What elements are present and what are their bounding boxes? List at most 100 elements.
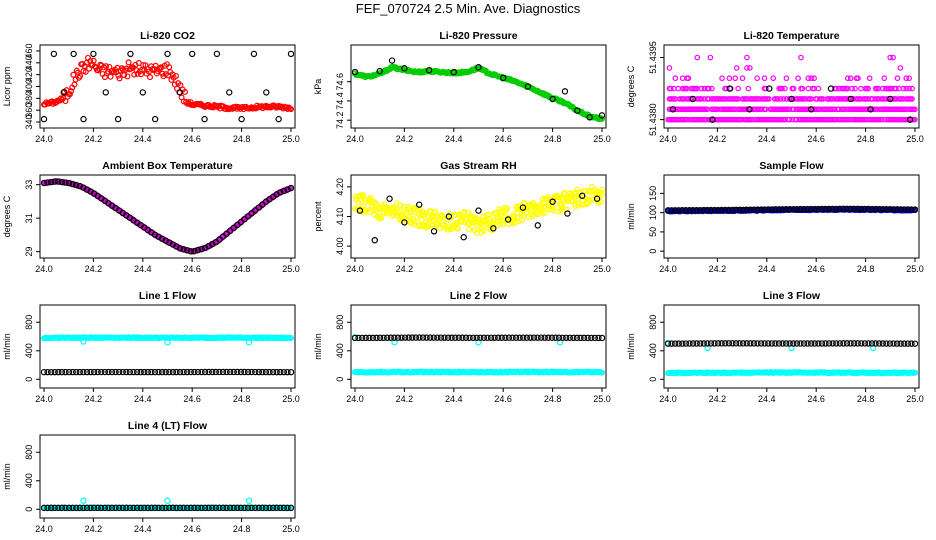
- reference-point: [155, 368, 162, 376]
- reference-point: [850, 340, 858, 347]
- reference-point: [775, 206, 783, 213]
- data-point: [799, 85, 806, 92]
- panel-7: Line 1 Flow ml/min 24.0 24.2 24.4 24.6 24.8 25.…: [2, 290, 300, 404]
- reference-point: [775, 340, 783, 347]
- panel-title: Li-820 CO2: [140, 30, 195, 42]
- reference-point: [60, 89, 67, 96]
- reference-point: [868, 340, 876, 347]
- reference-point: [80, 115, 87, 123]
- reference-point: [69, 504, 76, 512]
- reference-point: [504, 216, 512, 223]
- reference-point: [469, 334, 477, 341]
- reference-point: [284, 186, 291, 193]
- reference-point: [187, 504, 194, 512]
- reference-point: [686, 340, 693, 347]
- reference-point: [577, 334, 584, 342]
- reference-point: [509, 334, 516, 341]
- data-point: [849, 85, 855, 92]
- y-tick-label: 74.6: [335, 73, 345, 91]
- reference-point: [44, 504, 51, 512]
- reference-point: [155, 504, 162, 512]
- reference-point: [263, 89, 270, 96]
- reference-point: [191, 247, 198, 255]
- reference-point: [847, 205, 854, 213]
- y-tick-label: 380: [24, 91, 34, 106]
- data-point: [847, 75, 854, 82]
- data-point: [77, 72, 84, 79]
- data-point: [675, 85, 682, 92]
- reference-point: [51, 504, 58, 512]
- data-point: [486, 211, 493, 218]
- reference-point: [689, 95, 696, 103]
- x-tick-label: 24.8: [233, 394, 251, 404]
- data-point: [795, 75, 801, 82]
- reference-point: [273, 504, 280, 512]
- reference-point: [123, 368, 130, 376]
- reference-point: [65, 504, 73, 512]
- reference-point: [750, 206, 758, 213]
- data-point: [147, 74, 154, 81]
- reference-point: [191, 368, 198, 376]
- reference-point: [836, 340, 844, 347]
- reference-point: [718, 340, 725, 347]
- reference-point: [883, 206, 890, 213]
- reference-point: [665, 340, 672, 347]
- reference-point: [876, 340, 883, 347]
- data-point: [249, 105, 256, 112]
- reference-point: [191, 504, 198, 512]
- reference-point: [69, 368, 76, 376]
- data-point: [582, 111, 589, 118]
- x-tick-label: 24.6: [183, 264, 201, 274]
- reference-point: [266, 368, 273, 376]
- reference-point: [466, 334, 473, 341]
- reference-point: [700, 206, 707, 214]
- reference-point: [76, 182, 83, 190]
- reference-point: [786, 206, 793, 213]
- reference-point: [101, 368, 109, 376]
- panel-title: Line 1 Flow: [139, 290, 197, 302]
- reference-point: [238, 115, 245, 123]
- reference-point: [460, 234, 467, 241]
- reference-point: [561, 88, 569, 95]
- reference-point: [230, 504, 237, 512]
- reference-point: [126, 368, 134, 376]
- y-tick-label: 0: [648, 377, 658, 382]
- reference-point: [893, 340, 901, 347]
- reference-point: [549, 95, 556, 103]
- data-point: [288, 106, 294, 113]
- reference-point: [584, 334, 591, 342]
- reference-point: [908, 206, 915, 213]
- plot-frame: [39, 174, 296, 259]
- data-point: [177, 82, 184, 89]
- reference-point: [44, 179, 51, 186]
- reference-point: [890, 206, 897, 213]
- reference-point: [736, 340, 743, 347]
- panel-title: Line 2 Flow: [450, 290, 508, 302]
- reference-point: [151, 115, 159, 123]
- reference-point: [858, 340, 865, 347]
- reference-point: [586, 114, 593, 121]
- reference-point: [534, 334, 541, 341]
- y-axis-label: ml/min: [313, 333, 323, 360]
- reference-point: [58, 504, 66, 512]
- data-point: [698, 85, 705, 92]
- reference-point: [591, 334, 599, 342]
- reference-point: [102, 89, 109, 96]
- reference-point: [804, 340, 811, 347]
- reference-point: [689, 206, 697, 214]
- plot-frame: [663, 174, 920, 259]
- outlier-point: [80, 338, 87, 345]
- reference-point: [198, 504, 205, 512]
- reference-point: [201, 115, 208, 123]
- reference-point: [269, 504, 277, 512]
- reference-point: [462, 334, 470, 341]
- reference-point: [726, 85, 733, 92]
- reference-point: [865, 340, 872, 347]
- reference-point: [198, 245, 205, 253]
- reference-point: [87, 368, 94, 376]
- reference-point: [58, 368, 66, 376]
- y-axis-label: Licor ppm: [2, 67, 12, 107]
- reference-point: [818, 205, 826, 213]
- x-tick-label: 24.4: [134, 524, 152, 534]
- reference-point: [704, 340, 711, 347]
